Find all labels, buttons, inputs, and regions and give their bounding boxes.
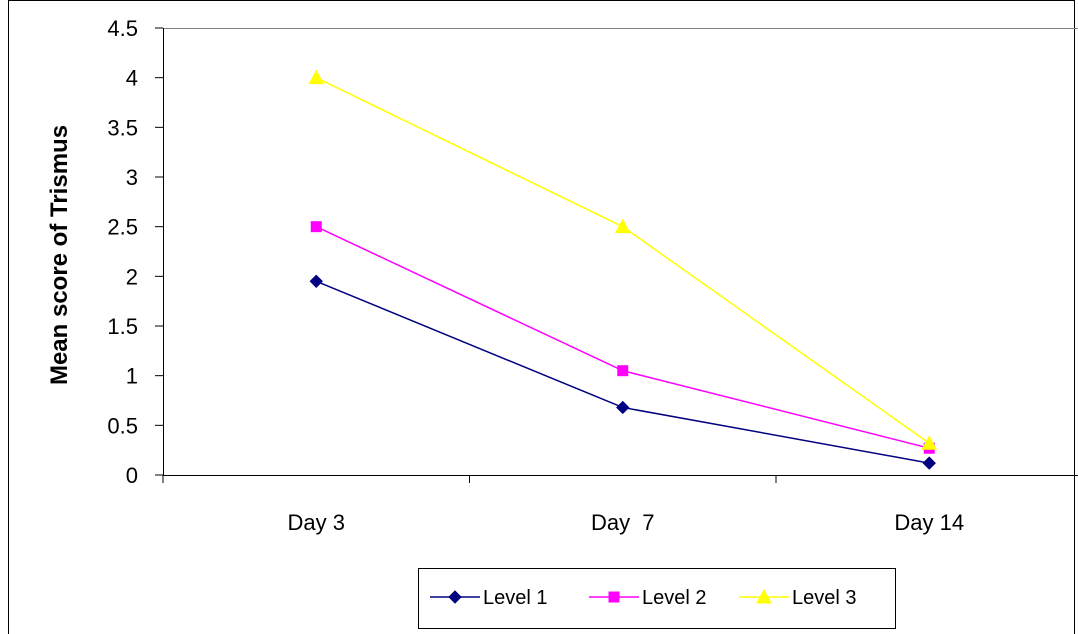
data-point — [309, 274, 323, 289]
plot-area — [163, 28, 1078, 476]
y-tick-label: 1.5 — [107, 314, 138, 339]
legend-label: Level 3 — [792, 587, 857, 609]
legend-swatch-marker — [608, 591, 620, 603]
legend-label: Level 2 — [642, 587, 707, 609]
x-tick-label: Day 14 — [894, 510, 964, 535]
y-axis-label: Mean score of Trismus — [46, 125, 73, 385]
legend-swatch-marker — [756, 588, 772, 604]
legend-label: Level 1 — [483, 587, 548, 609]
x-tick-label: Day 7 — [591, 510, 655, 535]
legend: Level 1 Level 2 Level 3 — [418, 568, 896, 629]
series-3 — [308, 69, 938, 450]
series-line — [315, 225, 930, 449]
data-point — [310, 221, 322, 233]
y-tick-label: 3.5 — [107, 115, 138, 140]
series-1 — [309, 274, 936, 470]
y-tick-label: 0 — [126, 463, 138, 488]
series-2 — [310, 221, 935, 454]
y-tick-label: 0.5 — [107, 413, 138, 438]
data-point — [308, 69, 325, 85]
y-tick-label: 2 — [126, 264, 138, 289]
legend-item: Level 3 — [739, 587, 857, 609]
x-tick-label: Day 3 — [288, 510, 345, 535]
legend-item: Level 1 — [430, 587, 548, 609]
y-tick-label: 2.5 — [107, 215, 138, 240]
y-tick-label: 1 — [126, 364, 138, 389]
legend-box — [418, 568, 896, 629]
y-tick-label: 3 — [126, 165, 138, 190]
series-layer — [308, 69, 938, 470]
data-point — [614, 218, 631, 234]
y-axis-ticks: 0 0.5 1 1.5 2 2.5 3 3.5 4 4.5 — [107, 16, 163, 488]
legend-item: Level 2 — [589, 587, 707, 609]
series-line — [315, 76, 930, 444]
data-point — [616, 400, 630, 415]
y-tick-label: 4 — [126, 66, 138, 91]
x-axis-ticks: Day 3 Day 7 Day 14 — [162, 475, 964, 535]
data-point — [922, 456, 936, 470]
data-point — [921, 435, 938, 450]
data-point — [617, 365, 629, 377]
chart-frame — [8, 0, 1075, 634]
y-tick-label: 4.5 — [107, 16, 138, 41]
legend-swatch-marker — [448, 590, 462, 604]
